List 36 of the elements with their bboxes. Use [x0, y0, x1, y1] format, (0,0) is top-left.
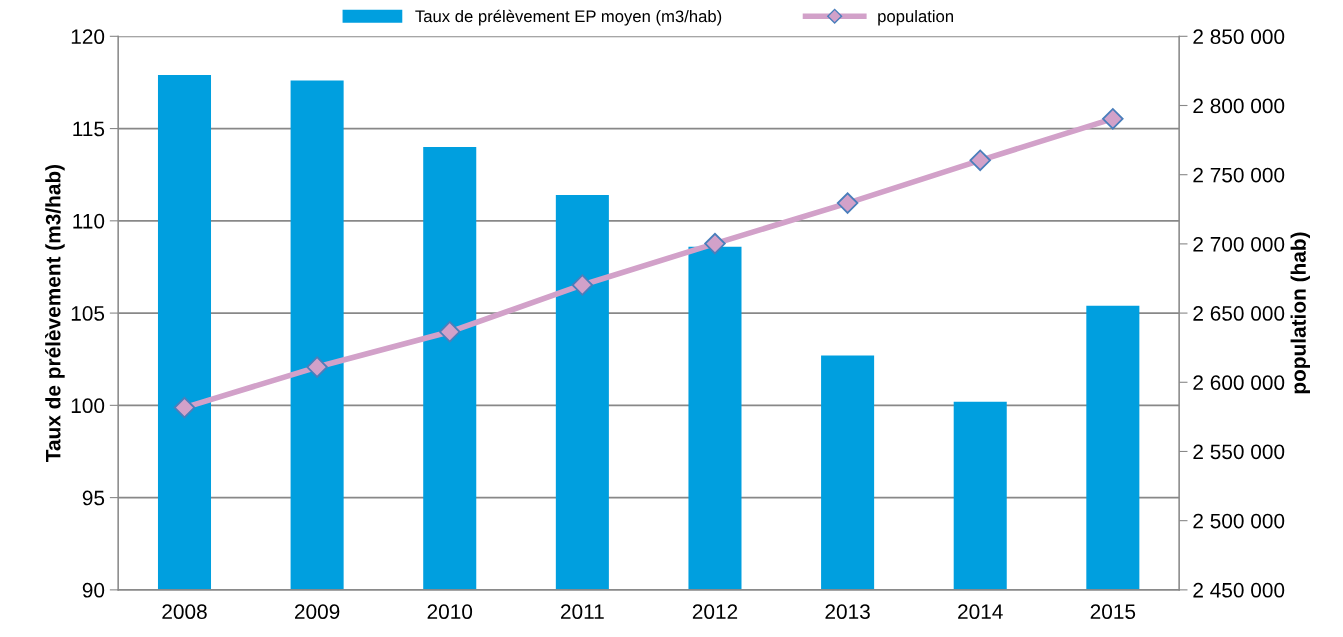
y2-tick-label: 2 650 000	[1193, 306, 1285, 321]
y2-tick-label: 2 600 000	[1193, 375, 1285, 391]
y-tick-label: 95	[82, 490, 105, 506]
y2-axis-title: population (hab)	[1290, 232, 1310, 394]
x-tick-label: 2008	[162, 604, 207, 620]
x-tick-label: 2012	[692, 604, 738, 620]
y-tick-label: 115	[73, 121, 105, 137]
point	[173, 396, 196, 419]
y-tick-label: 90	[82, 582, 105, 598]
y-tick-label: 105	[71, 306, 105, 321]
y2-tick-label: 2 700 000	[1193, 236, 1285, 252]
y2-tick-label: 2 800 000	[1193, 98, 1285, 114]
x-tick-label: 2010	[427, 604, 473, 620]
point	[1102, 108, 1124, 130]
y2-tick-label: 2 450 000	[1193, 582, 1285, 598]
x-tick-label: 2013	[825, 604, 870, 620]
y2-tick-label: 2 750 000	[1193, 167, 1285, 183]
point	[306, 356, 328, 378]
legend-label: population	[878, 9, 953, 26]
y-tick-label: 120	[71, 29, 105, 45]
y2-tick-label: 2 850 000	[1193, 29, 1285, 45]
y2-tick-label: 2 500 000	[1193, 513, 1285, 529]
y-tick-label: 110	[73, 213, 105, 229]
legend-label: Taux de prélèvement EP moyen (m3/hab)	[415, 9, 722, 26]
x-tick-label: 2014	[958, 604, 1003, 620]
y2-tick-label: 2 550 000	[1193, 444, 1285, 460]
x-tick-label: 2015	[1090, 604, 1136, 620]
x-tick-label: 2009	[294, 604, 340, 620]
point	[439, 321, 461, 343]
point	[969, 149, 991, 172]
point	[836, 192, 859, 214]
point	[571, 274, 594, 296]
y-axis-title: Taux de prélèvement (m3/hab)	[45, 164, 65, 462]
x-tick-label: 2011	[561, 604, 604, 620]
y-tick-label: 100	[71, 398, 105, 414]
point	[704, 232, 726, 255]
